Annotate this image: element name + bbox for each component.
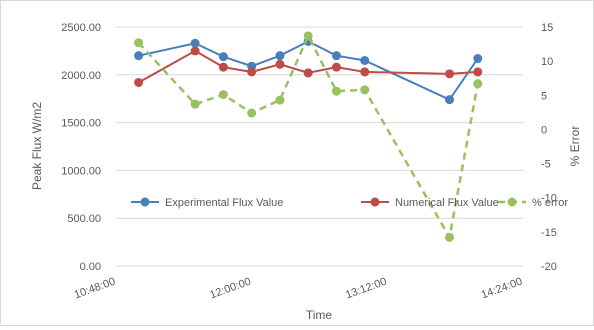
y2-tick-label: 10 <box>541 56 553 68</box>
data-point <box>275 95 285 105</box>
legend-item-1: Experimental Flux Value <box>131 197 283 209</box>
legend-item-3: % error <box>498 197 568 209</box>
data-point <box>473 79 483 89</box>
data-point <box>134 51 144 61</box>
series-3 <box>134 31 483 242</box>
data-point <box>360 85 370 95</box>
data-point <box>190 99 200 109</box>
data-point <box>473 67 483 77</box>
data-point <box>247 67 257 77</box>
data-point <box>190 38 200 48</box>
legend-label: % error <box>532 197 568 209</box>
data-point <box>445 69 455 79</box>
data-point <box>218 52 228 62</box>
data-point <box>275 51 285 61</box>
legend-swatch-marker <box>140 197 150 207</box>
series-line <box>138 40 479 101</box>
data-point <box>218 62 228 72</box>
y2-tick-label: -5 <box>541 159 551 171</box>
data-point <box>303 31 313 41</box>
y-axis-title: Peak Flux W/m2 <box>30 102 44 190</box>
data-point <box>275 59 285 69</box>
y2-tick-label: 5 <box>541 90 547 102</box>
legend-swatch-marker <box>370 197 380 207</box>
legend: Experimental Flux Value Numerical Flux Va… <box>131 197 568 209</box>
x-tick-label: 14:24:00 <box>480 276 524 302</box>
y2-tick-label: -10 <box>541 193 557 205</box>
data-point <box>134 77 144 87</box>
data-point <box>331 51 341 61</box>
x-tick-label: 12:00:00 <box>208 276 252 302</box>
data-point <box>473 54 483 64</box>
series <box>134 31 483 242</box>
data-point <box>331 86 341 96</box>
legend-label: Numerical Flux Value <box>395 197 499 209</box>
series-2 <box>134 46 483 87</box>
y2-tick-label: 0 <box>541 124 547 136</box>
y2-tick-label: -15 <box>541 227 557 239</box>
data-point <box>218 90 228 100</box>
data-point <box>445 95 455 105</box>
y2-tick-label: 15 <box>541 22 553 34</box>
data-point <box>247 108 257 118</box>
data-point <box>445 232 455 242</box>
data-point <box>190 46 200 56</box>
y-tick-label: 2000.00 <box>61 70 101 82</box>
x-axis-title: Time <box>306 308 333 322</box>
x-tick-label: 13:12:00 <box>344 276 388 302</box>
legend-label: Experimental Flux Value <box>165 197 283 209</box>
axes: 0.00 500.00 1000.00 1500.00 2000.00 2500.00 -2… <box>61 22 557 301</box>
y2-axis-title: % Error <box>568 126 582 167</box>
gridlines <box>116 26 523 267</box>
y-tick-label: 2500.00 <box>61 22 101 34</box>
peak-flux-chart: 0.00 500.00 1000.00 1500.00 2000.00 2500.00 -2… <box>30 22 582 322</box>
data-point <box>303 68 313 78</box>
y-tick-label: 0.00 <box>80 261 101 273</box>
data-point <box>331 62 341 72</box>
legend-item-2: Numerical Flux Value <box>361 197 499 209</box>
data-point <box>360 55 370 65</box>
series-line <box>137 32 480 241</box>
y2-tick-label: -20 <box>541 261 557 273</box>
series-line <box>138 49 478 84</box>
legend-swatch-marker <box>507 197 517 207</box>
data-point <box>134 38 144 48</box>
y-tick-label: 1000.00 <box>61 165 101 177</box>
y-tick-label: 1500.00 <box>61 118 101 130</box>
y-tick-label: 500.00 <box>67 213 101 225</box>
data-point <box>360 67 370 77</box>
x-tick-label: 10:48:00 <box>73 276 117 302</box>
